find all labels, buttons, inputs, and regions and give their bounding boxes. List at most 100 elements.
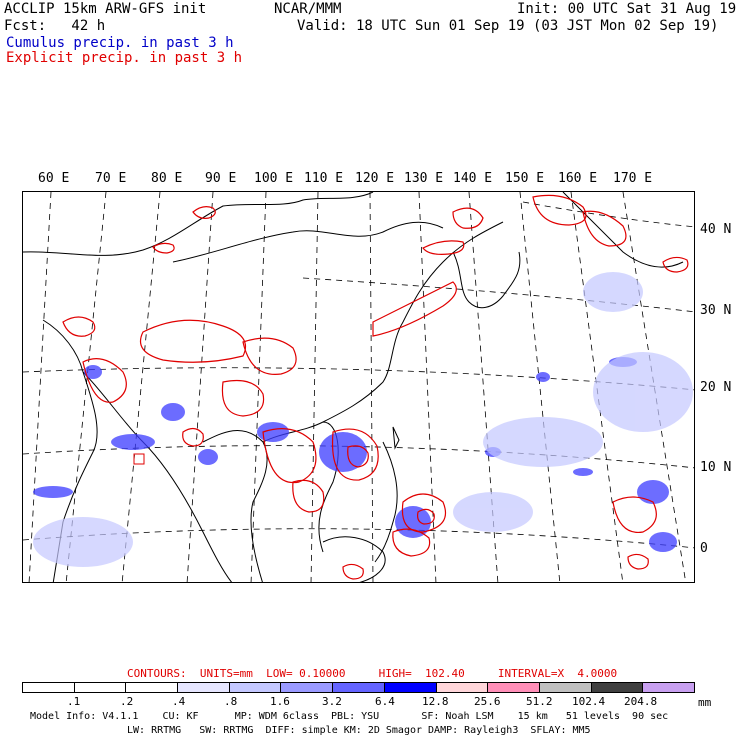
explicit-contour [532,194,587,226]
legend-tick: 6.4 [375,695,395,708]
explicit-contour [221,379,265,417]
cumulus-light [33,517,133,567]
meridian-lines [28,192,687,582]
coast-taiwan [392,426,400,450]
cumulus-cell [161,403,185,421]
model-info-line2: LW: RRTMG SW: RRTMG DIFF: simple KM: 2D … [127,725,591,736]
legend-swatch [539,683,592,692]
explicit-contour [401,493,447,533]
legend-swatch [591,683,644,692]
explicit-contour [417,508,435,525]
explicit-contour [582,210,627,247]
explicit-contour [182,427,204,447]
explicit-contour [422,240,465,255]
precip-legend-bar [22,682,695,693]
lon-label-150e: 150 E [505,171,545,186]
explicit-precip-contours [62,194,689,580]
coast-philippines [374,441,398,563]
coast-kamchatka [562,192,684,268]
explicit-contour [242,337,297,375]
legend-swatch [178,683,230,692]
legend-swatch [384,683,437,692]
explicit-precip-label: Explicit precip. in past 3 h [6,50,243,66]
contours-info: CONTOURS: UNITS=mm LOW= 0.10000 HIGH= 10… [127,667,618,680]
legend-swatch [643,683,694,692]
legend-swatch [281,683,334,692]
lat-label-30n: 30 N [700,303,732,318]
location-marker [133,453,145,465]
legend-tick: 3.2 [322,695,342,708]
legend-swatch [229,683,282,692]
precipitation-map [22,191,695,583]
cumulus-cell [84,365,102,379]
coast-china [322,221,504,423]
lat-label-40n: 40 N [700,222,732,237]
legend-swatch [23,683,75,692]
lon-label-110e: 110 E [304,171,344,186]
explicit-contour [342,563,364,580]
coast-bay-of-bengal [202,429,268,582]
legend-tick: .2 [120,695,134,708]
legend-tick: .8 [224,695,238,708]
map-title: ACCLIP 15km ARW-GFS init [4,1,207,17]
explicit-contour [139,319,247,363]
cumulus-light [583,272,643,312]
cumulus-precip-label: Cumulus precip. in past 3 h [6,35,234,51]
lon-label-170e: 170 E [613,171,653,186]
legend-tick: .1 [67,695,81,708]
parallel-40n [522,201,694,228]
coast-arabian-sea [42,319,98,582]
legend-swatch [126,683,179,692]
explicit-contour [612,496,657,534]
explicit-contour [292,479,325,513]
model-info-line1: Model Info: V4.1.1 CU: KF MP: WDM 6class… [30,711,669,722]
legend-swatch [74,683,127,692]
legend-tick: 1.6 [270,695,290,708]
legend-tick: .4 [172,695,186,708]
cumulus-cell [319,432,367,472]
cumulus-cell [395,506,431,538]
explicit-contour [392,528,431,557]
coast-india [82,371,233,582]
legend-swatch [333,683,385,692]
legend-tick: 204.8 [624,695,658,708]
cumulus-cell [257,422,289,442]
legend-units: mm [698,696,712,709]
legend-swatch [488,683,540,692]
cumulus-precip-areas [33,357,677,552]
cumulus-light-areas [33,272,693,567]
meridian-120e [369,192,374,582]
lon-label-160e: 160 E [558,171,598,186]
explicit-contour [627,553,649,570]
explicit-contour [372,281,457,337]
cumulus-cell [111,434,155,450]
legend-tick: 102.4 [572,695,606,708]
lat-label-20n: 20 N [700,380,732,395]
explicit-contour [331,428,379,481]
coast-northwest [23,192,374,256]
lat-label-10n: 10 N [700,460,732,475]
cumulus-cell [637,480,669,504]
explicit-contour [192,206,216,219]
forecast-hour: Fcst: 42 h [4,18,106,34]
border-mongolia [172,221,444,263]
lat-label-equator: 0 [700,541,708,556]
init-time: Init: 00 UTC Sat 31 Aug 19 [517,1,737,17]
organization-label: NCAR/MMM [274,1,342,17]
lon-label-120e: 120 E [355,171,395,186]
explicit-contour [347,445,369,468]
cumulus-light [593,352,693,432]
coast-korea-japan [452,251,521,309]
legend-tick: 12.8 [422,695,449,708]
meridian-90e [186,192,214,582]
explicit-contour [62,316,96,337]
legend-tick: 51.2 [526,695,553,708]
meridian-110e [310,192,319,582]
explicit-contour [152,242,175,254]
lon-label-100e: 100 E [254,171,294,186]
meridian-150e [519,192,561,582]
lon-label-70e: 70 E [95,171,127,186]
legend-tick: 25.6 [474,695,501,708]
parallel-30n [302,277,694,313]
cumulus-cell [536,372,550,382]
